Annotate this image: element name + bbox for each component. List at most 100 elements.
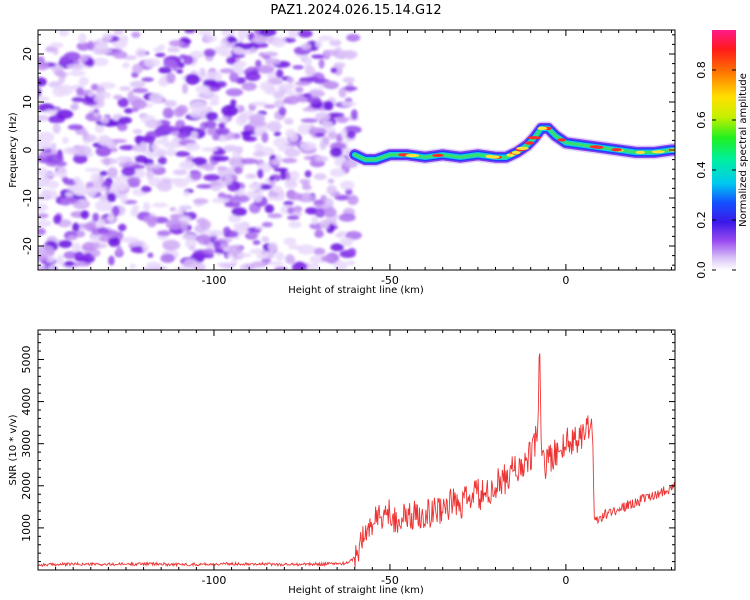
noise-blob: [114, 176, 122, 182]
noise-blob: [155, 52, 166, 58]
noise-blob: [307, 90, 326, 98]
noise-blob: [319, 219, 330, 229]
noise-blob: [324, 197, 334, 209]
noise-blob: [303, 156, 316, 160]
noise-blob: [106, 140, 116, 148]
noise-blob: [93, 241, 100, 249]
noise-blob: [162, 107, 174, 119]
noise-blob: [119, 86, 131, 91]
noise-blob: [58, 30, 70, 37]
noise-blob: [78, 33, 87, 44]
noise-blob: [252, 240, 261, 245]
noise-blob: [129, 80, 146, 88]
noise-blob: [69, 70, 86, 77]
noise-blob: [142, 243, 149, 252]
noise-blob: [127, 90, 135, 102]
noise-blob: [298, 30, 313, 38]
noise-blob: [156, 124, 173, 133]
noise-blob: [346, 130, 356, 139]
noise-blob: [284, 179, 298, 190]
noise-blob: [113, 30, 124, 35]
noise-blob: [293, 205, 303, 213]
noise-blob: [158, 66, 172, 74]
noise-blob: [203, 35, 217, 43]
noise-blob: [295, 86, 304, 93]
noise-blob: [134, 168, 146, 179]
noise-blob: [219, 68, 235, 74]
noise-blob: [227, 35, 236, 44]
noise-blob: [183, 190, 190, 197]
noise-blob: [292, 212, 303, 217]
noise-blob: [303, 93, 312, 98]
noise-blob: [275, 251, 285, 261]
noise-blob: [191, 157, 208, 166]
noise-blob: [225, 88, 244, 97]
snr-axes: Height of straight line (km) SNR (10 * v…: [8, 329, 676, 596]
noise-blob: [85, 134, 97, 142]
noise-blob: [87, 40, 95, 51]
noise-blob: [330, 243, 345, 252]
noise-blob: [58, 240, 73, 249]
noise-blob: [117, 97, 129, 108]
noise-blob: [278, 106, 287, 116]
noise-blob: [100, 117, 110, 124]
spectrogram-x-tick-label: -50: [381, 274, 399, 287]
colorbar-tick-label: 0.2: [695, 211, 708, 229]
noise-blob: [146, 261, 162, 269]
noise-blob: [124, 108, 134, 114]
noise-blob: [271, 36, 287, 48]
noise-blob: [237, 42, 244, 48]
spectrogram-y-tick-label: 10: [21, 95, 34, 109]
noise-blob: [196, 217, 208, 225]
noise-blob: [170, 137, 185, 149]
noise-blob: [145, 163, 162, 169]
noise-blob: [185, 73, 200, 85]
noise-blob: [41, 189, 58, 196]
noise-blob: [184, 30, 196, 34]
noise-blob: [346, 260, 356, 266]
noise-blob: [168, 40, 185, 47]
noise-blob: [318, 35, 334, 42]
noise-blob: [176, 208, 185, 216]
noise-blob: [180, 161, 193, 167]
noise-blob: [73, 187, 90, 197]
noise-blob: [223, 145, 239, 152]
noise-blob: [272, 187, 284, 193]
noise-blob: [257, 65, 275, 74]
noise-blob: [134, 155, 148, 163]
spectrogram-y-tick-label: 20: [21, 47, 34, 61]
noise-blob: [273, 131, 281, 137]
noise-blob: [273, 90, 285, 99]
noise-blob: [314, 155, 329, 162]
noise-blob: [309, 262, 320, 270]
noise-blob: [38, 220, 52, 227]
snr-y-tick-label: 4000: [20, 388, 33, 416]
snr-x-tick-label: -50: [381, 574, 399, 587]
noise-blob: [212, 46, 230, 55]
noise-blob: [216, 166, 227, 171]
noise-blob: [247, 66, 257, 71]
colorbar-tick-label: 0.6: [695, 111, 708, 129]
signal-hotspot: [651, 150, 665, 154]
noise-blob: [91, 249, 100, 257]
noise-blob: [182, 83, 188, 94]
noise-blob: [183, 55, 194, 65]
noise-blob: [306, 96, 321, 104]
noise-blob: [329, 147, 343, 158]
noise-blob: [129, 263, 136, 269]
noise-blob: [141, 135, 156, 144]
noise-blob: [62, 136, 69, 144]
noise-blob: [284, 83, 296, 90]
noise-blob: [254, 228, 261, 234]
noise-blob: [240, 43, 253, 50]
noise-blob: [141, 77, 154, 82]
noise-blob: [267, 121, 282, 132]
signal-hotspot: [537, 126, 547, 130]
noise-blob: [106, 192, 117, 203]
noise-blob: [76, 87, 84, 96]
noise-blob: [203, 174, 221, 182]
noise-blob: [224, 201, 241, 208]
noise-region: [38, 30, 362, 270]
noise-blob: [180, 220, 188, 231]
noise-blob: [350, 109, 358, 120]
